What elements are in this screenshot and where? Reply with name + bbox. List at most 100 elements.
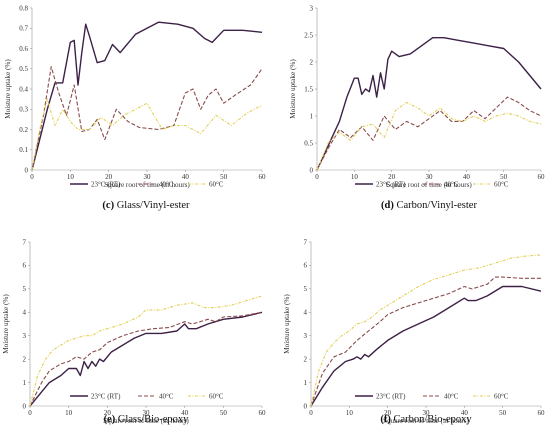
y-tick-label: 3 [23,332,27,340]
y-tick-label: 0 [310,166,314,174]
x-tick-label: 60 [259,409,267,417]
y-tick-label: 7 [23,238,27,246]
x-axis-label: Square root of time (in hours) [386,181,472,189]
series-line-0 [31,21,263,171]
y-tick-label: 0 [304,402,308,410]
x-tick-label: 50 [220,409,228,417]
series-line-2 [29,295,263,407]
x-tick-label: 50 [220,173,228,181]
panel-caption-text: Glass/Vinyl-ester [114,200,190,211]
series-line-0 [29,311,263,407]
panel-caption: (f) Carbon/Bio-epoxy [380,414,472,425]
y-tick-label: 1 [310,112,314,120]
y-tick-label: 1.5 [304,85,313,93]
legend-label: 40°C [444,180,459,188]
legend-label: 60°C [209,180,224,188]
y-tick-label: 0.5 [19,65,28,73]
x-tick-label: 10 [65,409,73,417]
x-tick-label: 0 [28,409,32,417]
y-axis-label: Moisture uptake (%) [283,294,291,354]
chart-panel-0: 0 0.1 0.2 0.3 0.4 0.5 0.6 0.7 0.8 0 10 20 30 40 50 60 Sq… [4,4,266,211]
legend-label: 23°C (RT) [91,392,121,400]
x-tick-label: 0 [315,173,319,181]
series-line-0 [316,37,542,171]
y-tick-label: 0.2 [19,126,28,134]
x-tick-label: 30 [426,173,434,181]
x-tick-label: 20 [105,173,113,181]
series-line-2 [316,101,542,171]
y-tick-label: 3 [304,332,308,340]
x-tick-label: 60 [259,173,267,181]
y-tick-label: 1 [23,379,27,387]
y-tick-label: 0.1 [19,146,28,154]
y-tick-label: 2 [23,355,27,363]
x-tick-label: 40 [461,409,469,417]
y-tick-label: 6 [304,262,308,270]
y-tick-label: 5 [23,285,27,293]
series-line-1 [31,66,263,171]
x-tick-label: 60 [538,173,546,181]
y-tick-label: 1 [304,379,308,387]
x-axis-label: Square root of time (in hours) [383,417,469,425]
legend-label: 60°C [209,392,224,400]
x-tick-label: 60 [538,409,546,417]
panel-caption-text: Glass/Bio-epoxy [115,414,189,425]
legend-label: 60°C [494,392,509,400]
y-tick-label: 0.4 [19,85,28,93]
legend-label: 23°C (RT) [376,180,406,188]
x-tick-label: 10 [346,409,354,417]
x-tick-label: 20 [384,409,392,417]
x-tick-label: 40 [181,409,189,417]
x-tick-label: 10 [351,173,359,181]
legend-label: 40°C [159,392,174,400]
legend-label: 60°C [494,180,509,188]
y-tick-label: 4 [23,309,27,317]
y-tick-label: 6 [23,262,27,270]
y-tick-label: 2 [310,58,314,66]
x-axis-label: Square root of time (in hours) [104,181,190,189]
y-axis-label: Moisture uptake (%) [289,59,297,119]
panel-caption-text: Carbon/Bio-epoxy [391,414,473,425]
x-axis-label: Square root of time (in hours) [103,417,189,425]
series-line-1 [29,311,263,407]
panel-caption-letter: (e) [104,414,116,425]
panel-caption: (d) Carbon/Vinyl-ester [381,200,477,211]
y-tick-label: 0 [25,166,29,174]
y-tick-label: 0.5 [304,139,313,147]
panel-caption: (c) Glass/Vinyl-ester [102,200,190,211]
series-line-2 [310,254,542,407]
y-tick-label: 0 [23,402,27,410]
x-tick-label: 30 [423,409,431,417]
x-tick-label: 40 [463,173,471,181]
x-tick-label: 40 [182,173,190,181]
panel-caption-letter: (d) [381,200,394,211]
x-tick-label: 0 [30,173,34,181]
chart-panel-2: 0 1 2 3 4 5 6 7 0 10 20 30 40 50 60 Square root of time… [2,238,266,425]
y-tick-label: 0.3 [19,106,28,114]
y-tick-label: 0.6 [19,45,28,53]
legend-label: 40°C [159,180,174,188]
legend-label: 40°C [444,392,459,400]
series-line-0 [310,285,542,407]
x-tick-label: 0 [309,409,313,417]
panel-caption: (e) Glass/Bio-epoxy [104,414,190,425]
y-tick-label: 0.8 [19,4,28,12]
y-tick-label: 0.7 [19,25,28,33]
x-tick-label: 30 [144,173,152,181]
series-line-1 [310,276,541,407]
chart-panel-3: 0 1 2 3 4 5 6 7 0 10 20 30 40 50 60 Square root of time… [283,238,545,425]
panel-caption-letter: (f) [380,414,391,425]
series-line-1 [316,96,542,171]
series-line-2 [31,98,263,171]
y-tick-label: 5 [304,285,308,293]
x-tick-label: 50 [500,173,508,181]
x-tick-label: 50 [499,409,507,417]
x-tick-label: 30 [143,409,151,417]
legend-label: 23°C (RT) [376,392,406,400]
y-tick-label: 4 [304,309,308,317]
x-tick-label: 10 [67,173,75,181]
y-tick-label: 7 [304,238,308,246]
y-tick-label: 3 [310,4,314,12]
x-tick-label: 20 [104,409,112,417]
